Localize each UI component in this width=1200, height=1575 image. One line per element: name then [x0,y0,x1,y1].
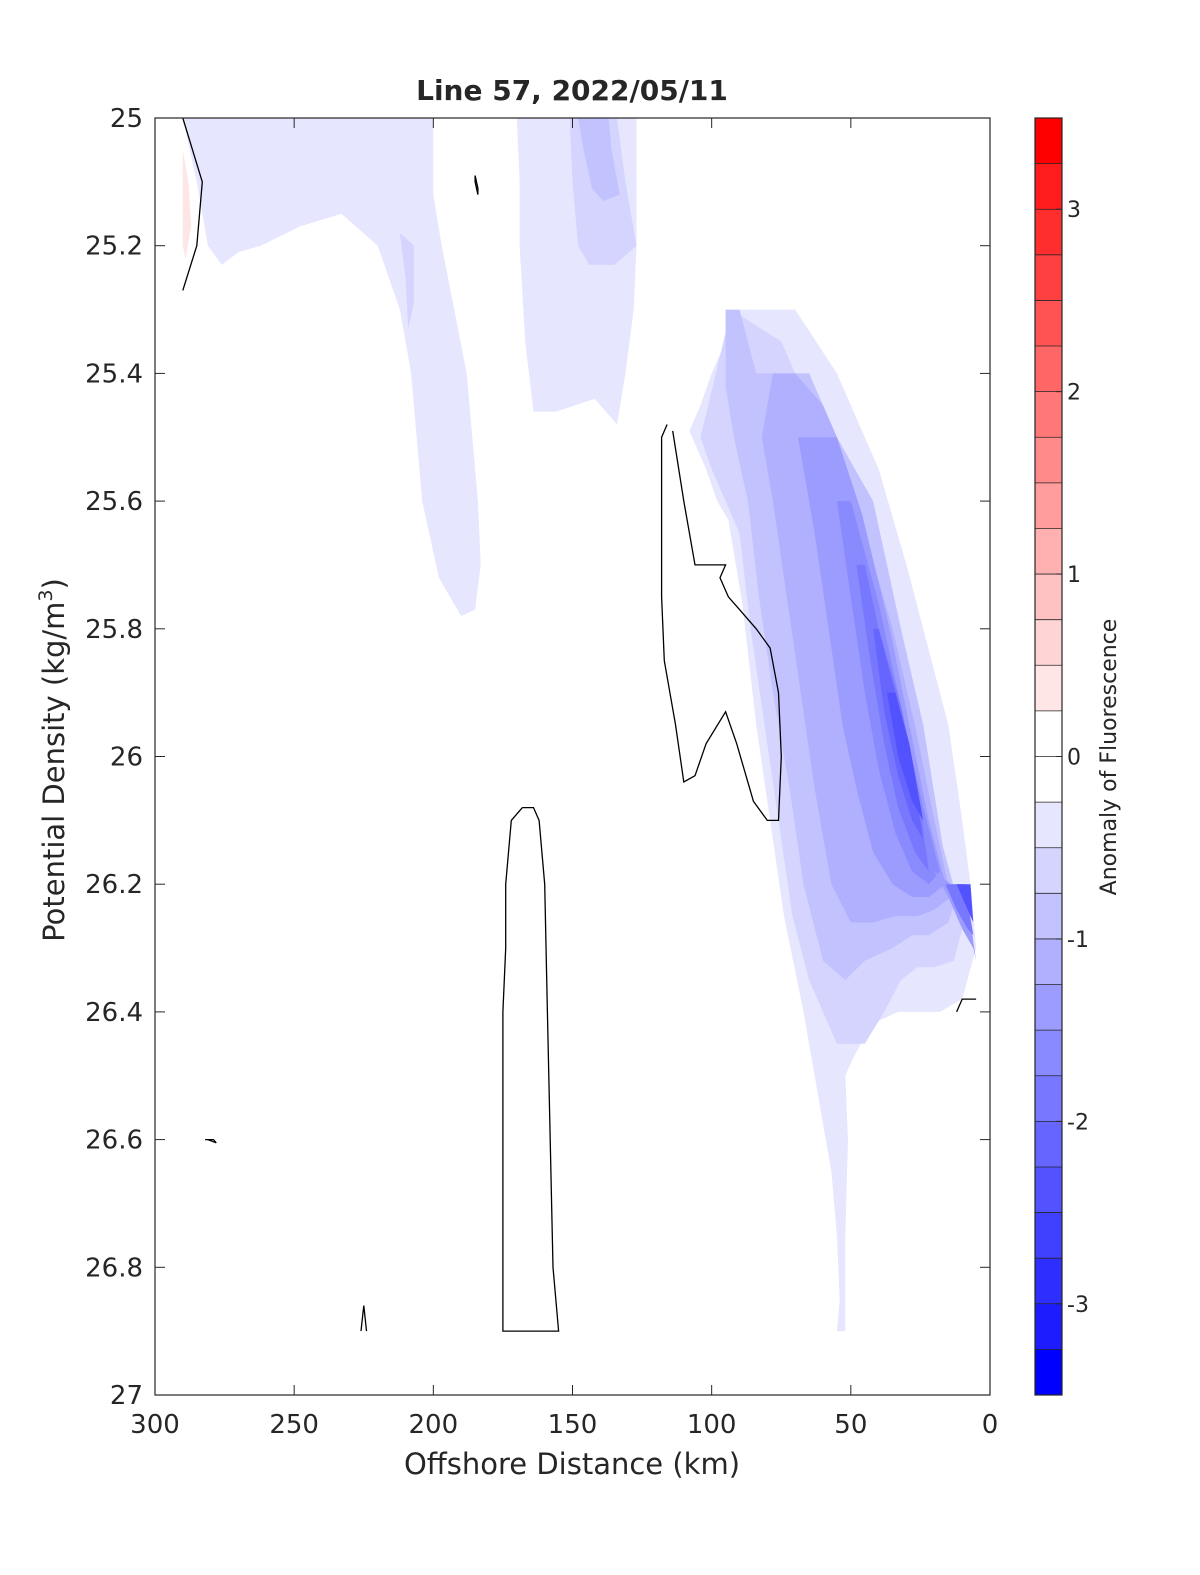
x-tick-label: 50 [834,1410,867,1440]
y-tick-label: 26.2 [85,870,143,900]
y-axis: 25 25.2 25.4 25.6 25.8 26 26.2 26.4 26.6 26.8 27 [85,104,990,1411]
colorbar-band [1035,1166,1062,1214]
contour-region-13 [887,692,924,821]
colorbar-band [1035,1030,1062,1077]
colorbar-band [1035,528,1062,575]
colorbar-band [1035,893,1062,940]
colorbar-tick-label: 0 [1067,746,1081,771]
x-tick-label: 100 [687,1410,737,1440]
y-tick-label: 25.6 [85,487,143,517]
chart-title: Line 57, 2022/05/11 [416,74,728,107]
y-tick-label: 25.2 [85,232,143,262]
colorbar-band [1035,482,1062,529]
x-tick-label: 200 [409,1410,459,1440]
contour-region-4 [399,232,414,329]
colorbar-band [1035,1212,1062,1259]
filled-contours [182,118,977,1332]
y-tick-label: 26.8 [85,1253,143,1283]
y-tick-label: 27 [110,1381,143,1411]
colorbar-band [1035,1303,1062,1350]
colorbar-tick-label: -1 [1067,928,1089,953]
colorbar-band [1035,938,1062,986]
contour-line-5 [360,1305,368,1332]
x-axis-label: Offshore Distance (km) [404,1447,740,1481]
colorbar-band [1035,1258,1062,1305]
y-axis-label: Potential Density (kg/m3) [35,578,71,942]
colorbar-band [1035,254,1062,301]
colorbar-tick-label: 2 [1067,381,1081,406]
colorbar-band [1035,1121,1062,1168]
colorbar-band [1035,847,1062,894]
colorbar-band [1035,118,1062,165]
colorbar: 3 2 1 0 -1 -2 -3 [1034,117,1089,1396]
colorbar-label: Anomaly of Fluorescence [1097,619,1122,896]
colorbar-band [1035,346,1062,393]
colorbar-band [1035,710,1062,757]
colorbar-band [1035,984,1062,1031]
x-tick-label: 0 [982,1410,999,1440]
colorbar-band [1035,209,1062,256]
contour-region-3 [578,118,620,201]
x-axis: 300 250 200 150 100 50 0 [130,118,998,1440]
colorbar-tick-label: 1 [1067,563,1081,588]
colorbar-tick-label: -3 [1067,1293,1089,1318]
contour-line-3 [502,806,560,1332]
y-axis-label-main: Potential Density (kg/m [37,602,71,942]
contour-line-6 [956,998,977,1013]
y-tick-label: 25 [110,104,143,134]
colorbar-band [1035,1075,1062,1122]
colorbar-band [1035,665,1062,712]
contour-line-0 [182,118,203,291]
plot-area [155,118,990,1395]
y-axis-label-close: ) [37,578,71,589]
colorbar-band [1035,300,1062,347]
zero-contour-lines [182,118,977,1332]
x-tick-label: 300 [130,1410,180,1440]
y-tick-label: 25.4 [85,359,143,389]
colorbar-band [1035,437,1062,484]
colorbar-band [1035,756,1062,803]
y-tick-label: 26 [110,743,143,773]
colorbar-tick-label: 3 [1067,198,1081,223]
colorbar-tick-label: -2 [1067,1110,1089,1135]
colorbar-band [1035,163,1062,210]
colorbar-band [1035,574,1062,621]
contour-region-16 [956,884,974,923]
colorbar-band [1035,619,1062,666]
x-tick-label: 250 [269,1410,319,1440]
colorbar-band [1035,1349,1062,1396]
contour-region-17 [182,149,192,259]
x-tick-label: 150 [548,1410,598,1440]
contour-line-4 [205,1138,217,1144]
contour-line-2 [660,424,782,822]
y-tick-label: 25.8 [85,615,143,645]
y-tick-label: 26.6 [85,1126,143,1156]
colorbar-band [1035,391,1062,438]
y-axis-label-superscript: 3 [35,589,57,601]
contour-line-1 [474,175,479,195]
y-tick-label: 26.4 [85,998,143,1028]
colorbar-band [1035,802,1062,849]
